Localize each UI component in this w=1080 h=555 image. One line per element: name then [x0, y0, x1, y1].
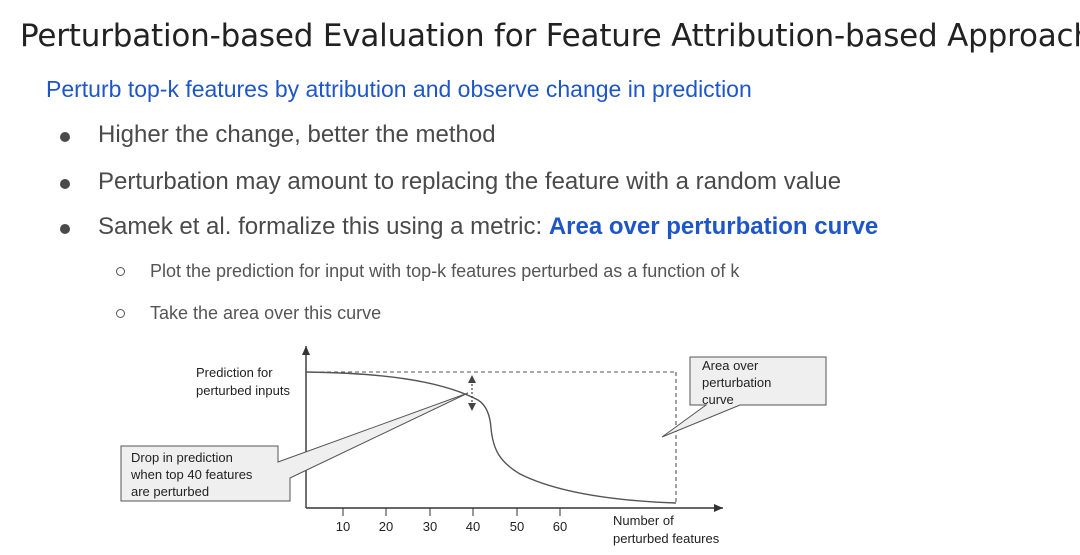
bullet-dot-icon — [60, 132, 70, 142]
callout-drop-text: are perturbed — [131, 484, 209, 499]
sub-bullet-circle-icon — [116, 267, 125, 276]
callout-drop-in-prediction: Drop in prediction when top 40 features … — [120, 392, 469, 502]
x-tick-label: 50 — [510, 519, 524, 534]
callout-drop-text: when top 40 features — [130, 467, 253, 482]
x-tick-label: 60 — [553, 519, 567, 534]
sub-bullet-text: Plot the prediction for input with top-k… — [150, 261, 740, 281]
x-tick-label: 40 — [466, 519, 480, 534]
callout-drop-text: Drop in prediction — [131, 450, 233, 465]
callout-area-text: perturbation — [702, 375, 771, 390]
callout-area-text: Area over — [702, 358, 759, 373]
bullet-text: Perturbation may amount to replacing the… — [98, 168, 842, 195]
x-tick-label: 20 — [379, 519, 393, 534]
bullet-text: Samek et al. formalize this using a metr… — [98, 213, 878, 241]
slide-subtitle: Perturb top-k features by attribution an… — [46, 76, 752, 102]
bullet-text-emphasis: Area over perturbation curve — [548, 213, 879, 240]
y-axis-label: Prediction for — [196, 365, 273, 380]
sub-bullet-text: Take the area over this curve — [150, 303, 382, 323]
x-axis-label: Number of — [613, 513, 674, 528]
perturbation-curve — [305, 371, 677, 504]
x-tick-label: 10 — [336, 519, 350, 534]
x-tick-labels: 10 20 30 40 50 60 — [336, 519, 567, 534]
callout-area-over-curve: Area over perturbation curve — [661, 356, 827, 438]
bullet-dot-icon — [60, 224, 70, 234]
bullet-text-plain: Samek et al. formalize this using a metr… — [98, 213, 549, 240]
callout-area-box — [661, 356, 827, 438]
callout-drop-box — [120, 392, 469, 502]
callout-area-text: curve — [702, 392, 734, 407]
sub-bullet-circle-icon — [116, 309, 125, 318]
slide-title: Perturbation-based Evaluation for Featur… — [20, 18, 1080, 54]
bullet-text: Higher the change, better the method — [98, 121, 496, 148]
x-tick-marks — [342, 508, 561, 516]
drop-indicator-up-arrow-icon — [468, 375, 476, 383]
x-tick-label: 30 — [423, 519, 437, 534]
x-axis-label: perturbed features — [613, 531, 720, 546]
drop-indicator-down-arrow-icon — [468, 403, 476, 411]
y-axis-label: perturbed inputs — [196, 383, 290, 398]
bullet-dot-icon — [60, 179, 70, 189]
